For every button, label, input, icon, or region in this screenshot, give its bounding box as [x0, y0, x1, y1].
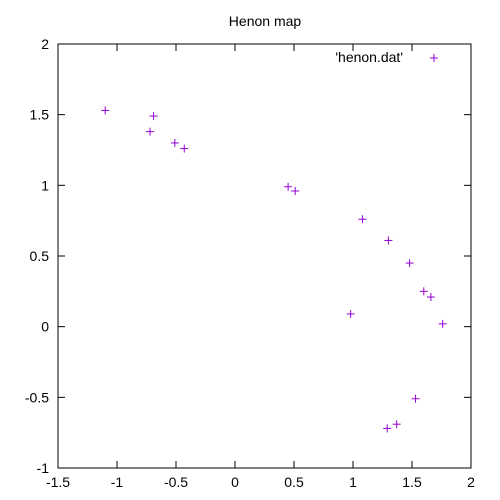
y-tick-label: -1: [37, 460, 50, 476]
axis-ticks: [57, 43, 472, 469]
legend-marker-plus: [430, 54, 438, 62]
x-tick-label: 2: [467, 474, 475, 490]
x-tick-label: -0.5: [164, 474, 188, 490]
x-tick-label: 1.5: [402, 474, 422, 490]
data-point: [358, 215, 367, 224]
data-point: [146, 127, 155, 136]
data-point: [426, 292, 435, 301]
x-tick-label: 0.5: [284, 474, 304, 490]
y-tick-label: 2: [41, 36, 49, 52]
data-point: [284, 182, 293, 191]
y-tick-label: 1: [41, 177, 49, 193]
data-point: [149, 112, 158, 121]
data-point: [438, 319, 447, 328]
data-point: [346, 309, 355, 318]
chart-title: Henon map: [229, 13, 302, 29]
data-point: [384, 236, 393, 245]
legend-series-label: 'henon.dat': [335, 49, 403, 65]
axis-tick-labels: -1.5 -1 -0.5 0 0.5 1 1.5 2-1-0.500.511.52: [25, 36, 475, 490]
data-point: [101, 106, 110, 115]
x-tick-label: -1: [111, 474, 124, 490]
y-tick-label: 0: [41, 319, 49, 335]
data-point: [383, 424, 392, 433]
x-tick-label: 1: [349, 474, 357, 490]
plot-frame: [57, 43, 472, 469]
data-point: [405, 259, 414, 268]
data-point: [411, 394, 420, 403]
x-tick-label: -1.5: [46, 474, 70, 490]
data-point: [392, 420, 401, 429]
data-point: [180, 144, 189, 153]
data-point: [291, 186, 300, 195]
y-tick-label: -0.5: [25, 389, 49, 405]
x-tick-label: 0: [231, 474, 239, 490]
data-points: [101, 106, 447, 433]
data-point: [170, 138, 179, 147]
legend-marker: [430, 54, 438, 62]
y-tick-label: 1.5: [30, 107, 50, 123]
data-point: [419, 287, 428, 296]
legend: 'henon.dat': [335, 49, 438, 65]
y-tick-label: 0.5: [30, 248, 50, 264]
